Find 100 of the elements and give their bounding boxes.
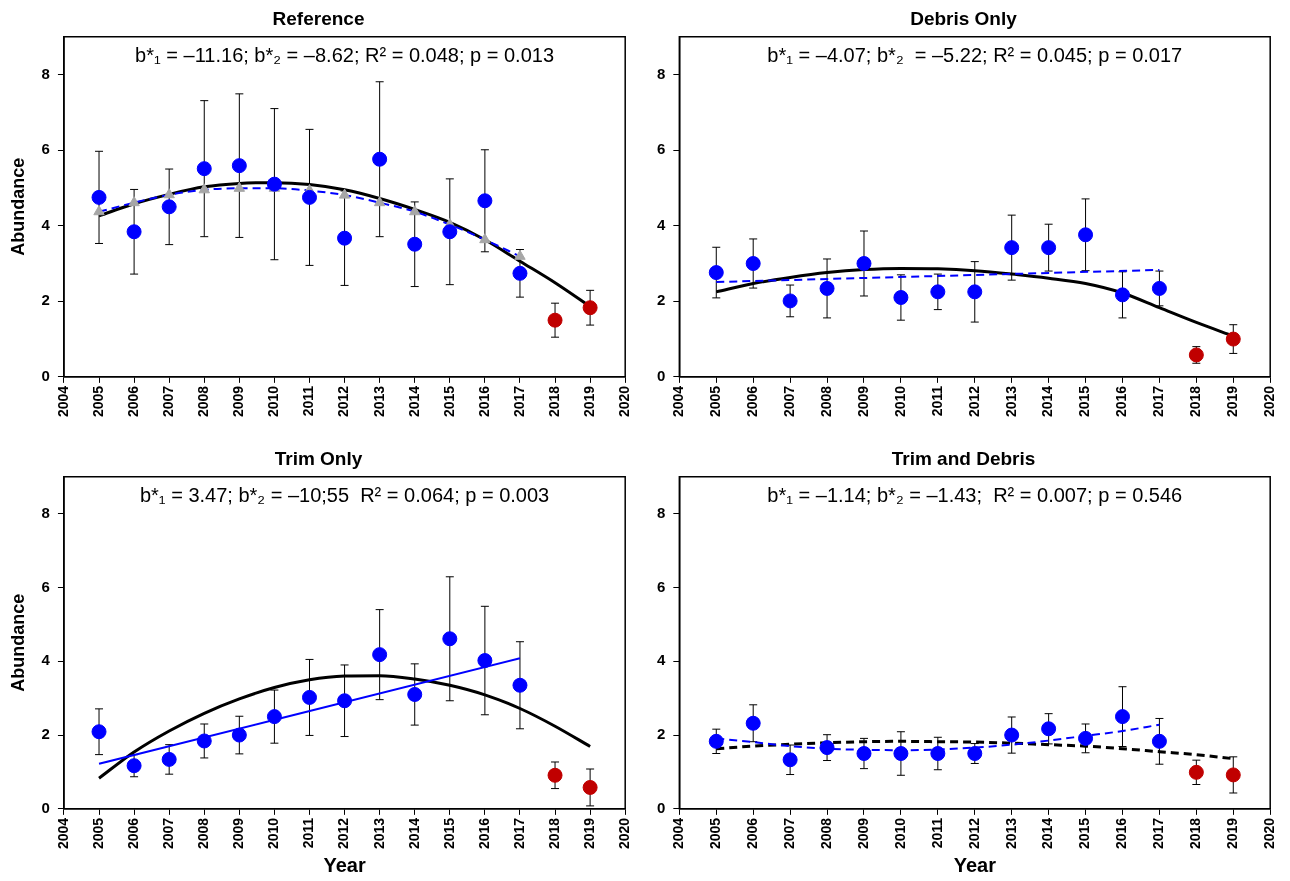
x-tick-label: 2012 xyxy=(335,385,352,418)
x-tick-label: 2011 xyxy=(928,817,945,849)
y-tick-label: 2 xyxy=(657,725,666,743)
x-tick-label: 2019 xyxy=(1224,817,1241,850)
x-tick-label: 2013 xyxy=(1002,385,1019,418)
x-tick-label: 2007 xyxy=(160,817,177,850)
x-tick-label: 2005 xyxy=(89,385,106,418)
y-tick-label: 2 xyxy=(41,725,50,743)
x-tick-label: 2010 xyxy=(891,817,908,850)
x-tick-label: 2011 xyxy=(300,817,317,849)
x-tick-label: 2017 xyxy=(1150,817,1167,850)
x-tick-label: 2012 xyxy=(965,817,982,850)
x-tick-label: 2007 xyxy=(160,385,177,418)
x-tick-label: 2004 xyxy=(54,385,71,418)
x-tick-label: 2013 xyxy=(1002,817,1019,850)
x-tick-label: 2015 xyxy=(1076,817,1093,850)
y-tick-label: 4 xyxy=(657,651,666,669)
x-tick-label: 2018 xyxy=(1187,385,1204,418)
x-tick-label: 2010 xyxy=(891,385,908,418)
x-tick-label: 2020 xyxy=(1261,385,1278,418)
x-tick-label: 2009 xyxy=(854,385,871,418)
x-tick-label: 2019 xyxy=(580,817,597,850)
x-tick-label: 2007 xyxy=(780,385,797,418)
x-tick-label: 2015 xyxy=(440,385,457,418)
y-tick-label: 8 xyxy=(657,64,666,82)
x-tick-label: 2011 xyxy=(300,385,317,417)
y-tick-label: 0 xyxy=(657,367,666,384)
x-tick-label: 2013 xyxy=(370,385,387,418)
x-tick-label: 2009 xyxy=(854,817,871,850)
x-tick-label: 2006 xyxy=(744,385,761,418)
x-tick-label: 2005 xyxy=(707,817,724,850)
annotation: b*₁ = –11.16; b*₂ = –8.62; R² = 0.048; p = 0.013 xyxy=(135,44,555,67)
x-tick-label: 2014 xyxy=(405,385,422,418)
x-tick-label: 2005 xyxy=(707,385,724,418)
chart-title: Debris Only xyxy=(910,7,1018,29)
x-tick-label: 2006 xyxy=(124,817,141,850)
y-tick-label: 6 xyxy=(657,577,666,595)
chart-title: Trim Only xyxy=(274,447,363,469)
x-tick-label: 2010 xyxy=(265,385,282,418)
x-tick-label: 2019 xyxy=(1224,385,1241,418)
x-tick-label: 2009 xyxy=(230,385,247,418)
y-tick-label: 4 xyxy=(41,651,51,669)
y-tick-label: 2 xyxy=(657,291,666,309)
x-tick-label: 2008 xyxy=(817,385,834,418)
x-tick-label: 2006 xyxy=(124,385,141,418)
x-tick-label: 2017 xyxy=(510,385,527,418)
x-tick-label: 2014 xyxy=(405,817,422,850)
x-tick-label: 2018 xyxy=(545,385,562,418)
x-tick-label: 2010 xyxy=(265,817,282,850)
annotation: b*₁ = 3.47; b*₂ = –10;55 R² = 0.064; p = 0.003 xyxy=(139,484,550,507)
x-tick-label: 2014 xyxy=(1039,817,1056,850)
y-tick-label: 0 xyxy=(657,799,666,816)
annotation: b*₁ = –4.07; b*₂ = –5.22; R² = 0.045; p = 0.017 xyxy=(767,44,1183,67)
x-tick-label: 2018 xyxy=(1187,817,1204,850)
x-tick-label: 2020 xyxy=(1261,817,1278,850)
x-tick-label: 2004 xyxy=(670,385,687,418)
chart-title: Reference xyxy=(272,7,365,29)
x-tick-label: 2018 xyxy=(545,817,562,850)
x-tick-label: 2008 xyxy=(195,817,212,850)
y-tick-label: 8 xyxy=(41,64,50,82)
x-tick-label: 2017 xyxy=(1150,385,1167,418)
x-tick-label: 2005 xyxy=(89,817,106,850)
annotation: b*₁ = –1.14; b*₂ = –1.43; R² = 0.007; p = 0.546 xyxy=(767,484,1183,507)
x-tick-label: 2019 xyxy=(580,385,597,418)
x-axis-title: Year xyxy=(953,853,997,876)
x-tick-label: 2004 xyxy=(670,817,687,850)
y-tick-label: 8 xyxy=(657,503,666,521)
x-tick-label: 2013 xyxy=(370,817,387,850)
x-tick-label: 2014 xyxy=(1039,385,1056,418)
y-tick-label: 4 xyxy=(657,215,666,233)
x-tick-label: 2020 xyxy=(616,385,633,418)
y-tick-label: 2 xyxy=(41,291,50,309)
chart-title: Trim and Debris xyxy=(891,447,1036,469)
y-tick-label: 6 xyxy=(41,577,50,595)
x-tick-label: 2016 xyxy=(475,817,492,850)
x-tick-label: 2007 xyxy=(780,817,797,850)
x-tick-label: 2012 xyxy=(335,817,352,850)
x-tick-label: 2006 xyxy=(744,817,761,850)
x-tick-label: 2008 xyxy=(817,817,834,850)
x-tick-label: 2015 xyxy=(1076,385,1093,418)
x-tick-label: 2008 xyxy=(195,385,212,418)
x-tick-label: 2012 xyxy=(965,385,982,418)
y-tick-label: 0 xyxy=(41,799,50,816)
y-axis-title: Abundance xyxy=(7,593,28,692)
x-axis-title: Year xyxy=(323,853,366,876)
y-axis-title: Abundance xyxy=(7,157,28,256)
x-tick-label: 2016 xyxy=(1113,817,1130,850)
y-tick-label: 4 xyxy=(41,215,51,233)
y-tick-label: 8 xyxy=(41,503,50,521)
x-tick-label: 2011 xyxy=(928,385,945,417)
x-tick-label: 2017 xyxy=(510,817,527,850)
x-tick-label: 2004 xyxy=(54,817,71,850)
x-tick-label: 2016 xyxy=(1113,385,1130,418)
x-tick-label: 2020 xyxy=(616,817,633,850)
x-tick-label: 2009 xyxy=(230,817,247,850)
x-tick-label: 2016 xyxy=(475,385,492,418)
y-tick-label: 6 xyxy=(41,140,50,158)
y-tick-label: 0 xyxy=(41,367,50,384)
x-tick-label: 2015 xyxy=(440,817,457,850)
y-tick-label: 6 xyxy=(657,140,666,158)
